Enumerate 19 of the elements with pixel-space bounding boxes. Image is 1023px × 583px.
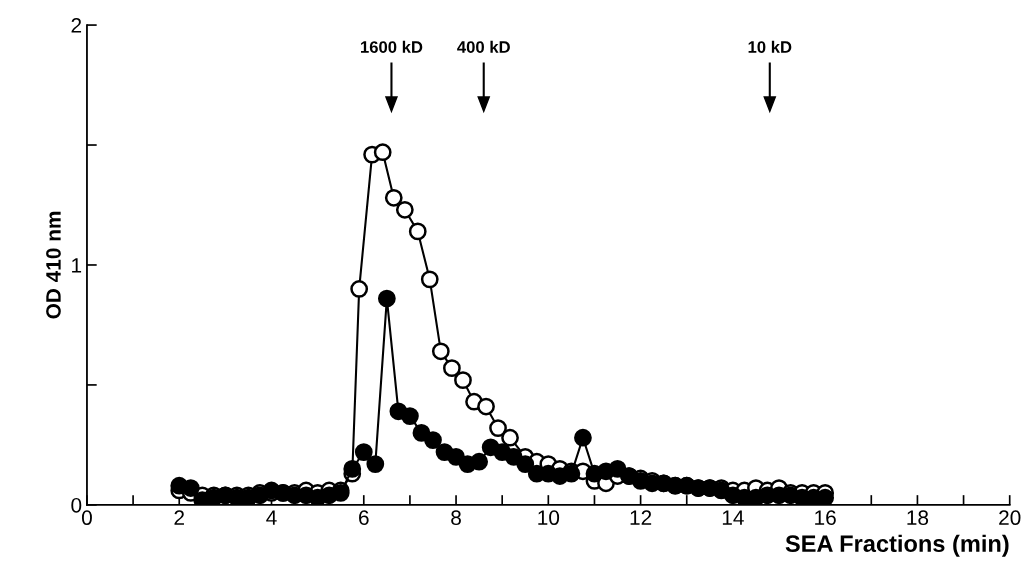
- x-tick-label: 0: [81, 510, 92, 526]
- ref-line-label: 400 kD: [457, 40, 510, 53]
- x-tick-label: 2: [174, 510, 184, 525]
- x-tick-label: 20: [999, 510, 1021, 526]
- x-tick-label: 4: [266, 510, 277, 525]
- x-tick-label: 8: [451, 510, 461, 526]
- ref-line-label: 1600 kD: [361, 40, 423, 53]
- x-tick-label: 10: [538, 510, 560, 526]
- x-tick-label: 6: [359, 510, 369, 526]
- ref-line-label: 10 kD: [748, 40, 792, 53]
- x-tick-label: 12: [630, 510, 652, 525]
- y-tick-label: 2: [71, 18, 82, 33]
- y-tick-label: 1: [72, 258, 82, 273]
- y-tick-label: 0: [71, 497, 82, 513]
- x-tick-label: 18: [907, 510, 929, 526]
- x-axis-title: SEA Fractions (min): [785, 534, 1009, 557]
- y-axis-title: OD 410 nm: [46, 211, 61, 319]
- x-tick-label: 14: [722, 510, 744, 525]
- x-tick-label: 16: [815, 510, 836, 526]
